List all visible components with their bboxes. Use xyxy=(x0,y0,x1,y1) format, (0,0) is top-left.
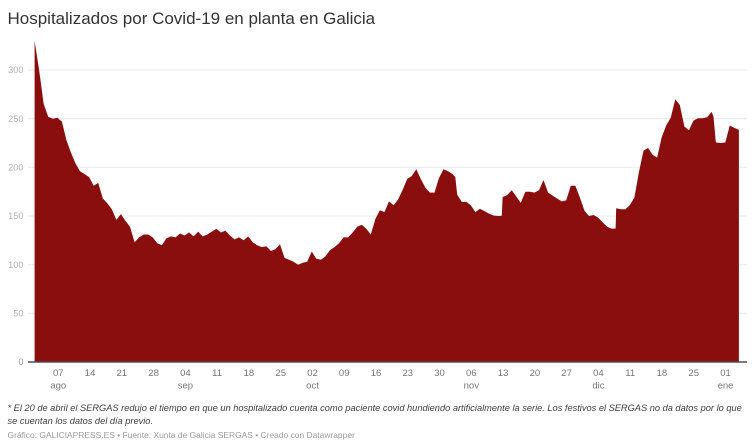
svg-text:50: 50 xyxy=(13,309,23,319)
svg-text:06: 06 xyxy=(466,368,477,379)
svg-text:oct: oct xyxy=(306,381,319,392)
svg-text:23: 23 xyxy=(403,368,414,379)
svg-text:150: 150 xyxy=(8,211,23,221)
svg-text:nov: nov xyxy=(464,381,480,392)
svg-text:14: 14 xyxy=(85,368,96,379)
svg-text:18: 18 xyxy=(657,368,668,379)
svg-text:01: 01 xyxy=(720,368,731,379)
svg-text:16: 16 xyxy=(371,368,382,379)
svg-text:04: 04 xyxy=(180,368,191,379)
svg-text:25: 25 xyxy=(275,368,286,379)
svg-text:200: 200 xyxy=(8,163,23,173)
svg-text:100: 100 xyxy=(8,260,23,270)
svg-text:300: 300 xyxy=(8,65,23,75)
svg-text:dic: dic xyxy=(592,381,604,392)
svg-text:ene: ene xyxy=(718,381,734,392)
svg-text:20: 20 xyxy=(530,368,541,379)
svg-text:30: 30 xyxy=(434,368,445,379)
svg-text:04: 04 xyxy=(593,368,604,379)
svg-text:21: 21 xyxy=(117,368,128,379)
svg-text:09: 09 xyxy=(339,368,350,379)
svg-text:02: 02 xyxy=(307,368,318,379)
svg-text:250: 250 xyxy=(8,114,23,124)
svg-text:27: 27 xyxy=(561,368,572,379)
svg-text:11: 11 xyxy=(212,368,222,379)
svg-text:11: 11 xyxy=(625,368,635,379)
svg-text:07: 07 xyxy=(53,368,64,379)
svg-text:28: 28 xyxy=(148,368,159,379)
svg-text:0: 0 xyxy=(18,357,23,367)
svg-text:sep: sep xyxy=(178,381,193,392)
svg-text:13: 13 xyxy=(498,368,509,379)
svg-text:ago: ago xyxy=(50,381,66,392)
svg-text:18: 18 xyxy=(244,368,255,379)
svg-text:25: 25 xyxy=(688,368,699,379)
